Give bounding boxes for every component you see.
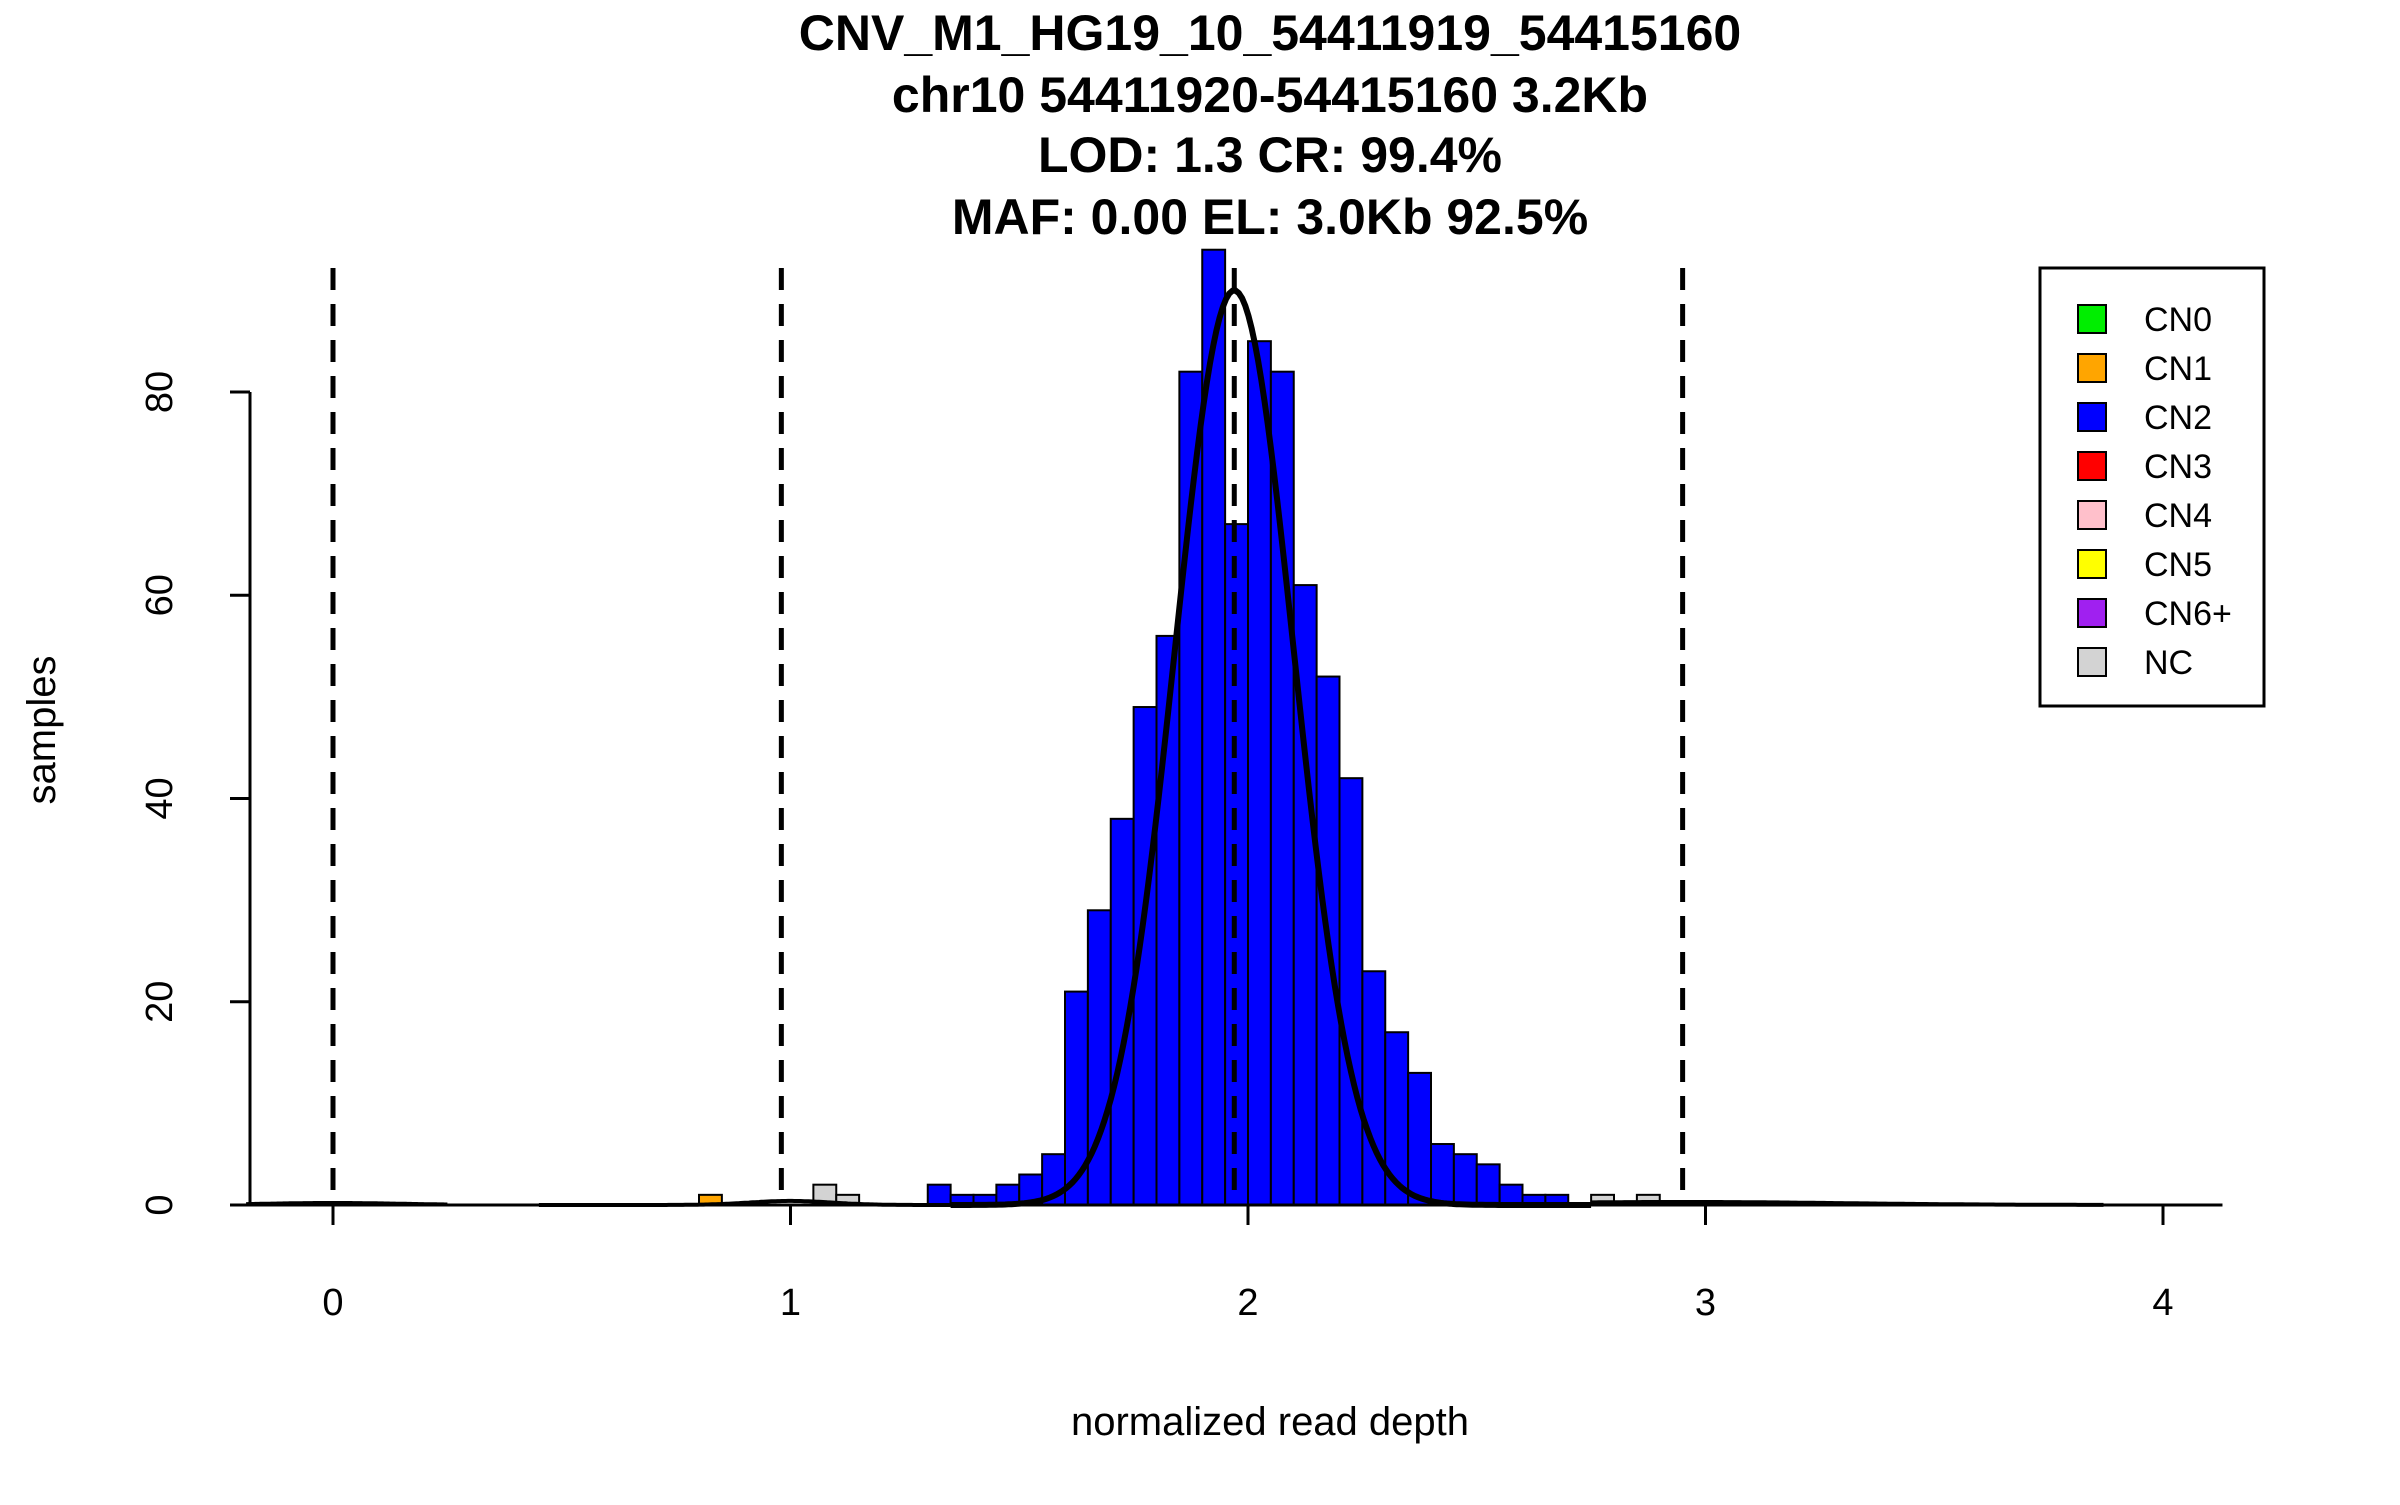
legend: CN0 CN1 CN2 CN3 CN4 CN5 CN6+ NC [2038,266,2266,708]
histogram-bar [1498,1183,1524,1207]
legend-label: CN0 [2144,301,2212,339]
histogram-bars [698,248,1661,1207]
y-tick-label: 0 [139,1194,181,1215]
x-tick-label: 4 [2152,1282,2173,1324]
x-tick-label: 0 [322,1282,343,1324]
x-axis-label: normalized read depth [1071,1400,1469,1444]
legend-swatch [2077,353,2107,383]
title-line: MAF: 0.00 EL: 3.0Kb 92.5% [952,189,1588,245]
y-axis-label: samples [20,656,64,805]
histogram-bar [1452,1153,1478,1206]
legend-label: CN5 [2144,546,2212,584]
legend-label: CN3 [2144,448,2212,486]
title-line: LOD: 1.3 CR: 99.4% [1038,127,1502,183]
legend-swatch [2077,304,2107,334]
x-tick-label: 3 [1695,1282,1716,1324]
legend-box [2038,266,2266,708]
legend-swatch [2077,549,2107,579]
legend-swatch [2077,647,2107,677]
histogram-bar [1407,1071,1432,1206]
histogram-bar [1086,909,1112,1206]
legend-label: CN6+ [2144,595,2232,633]
legend-swatch [2077,598,2107,628]
y-tick-label: 20 [139,981,181,1023]
histogram-bar [1247,340,1272,1206]
reference-lines [330,268,1686,1205]
histogram-bar [926,1183,952,1207]
x-tick-label: 1 [780,1282,801,1324]
legend-label: CN1 [2144,350,2212,388]
chart-title: CNV_M1_HG19_10_54411919_54415160 chr10 54… [799,5,1741,245]
legend-label: CN4 [2144,497,2212,535]
histogram-bar [1430,1143,1455,1207]
y-tick-label: 60 [139,574,181,616]
y-tick-label: 80 [139,371,181,413]
legend-label: NC [2144,644,2193,682]
legend-swatch [2077,402,2107,432]
legend-label: CN2 [2144,399,2212,437]
histogram-bar [1064,990,1089,1207]
histogram-bar [1361,970,1387,1207]
legend-swatch [2077,451,2107,481]
histogram-bar [1338,777,1364,1206]
title-line: CNV_M1_HG19_10_54411919_54415160 [799,5,1741,61]
title-line: chr10 54411920-54415160 3.2Kb [892,67,1648,123]
y-tick-label: 40 [139,777,181,819]
legend-swatch [2077,500,2107,530]
x-tick-label: 2 [1237,1282,1258,1324]
histogram-bar [1475,1163,1501,1206]
